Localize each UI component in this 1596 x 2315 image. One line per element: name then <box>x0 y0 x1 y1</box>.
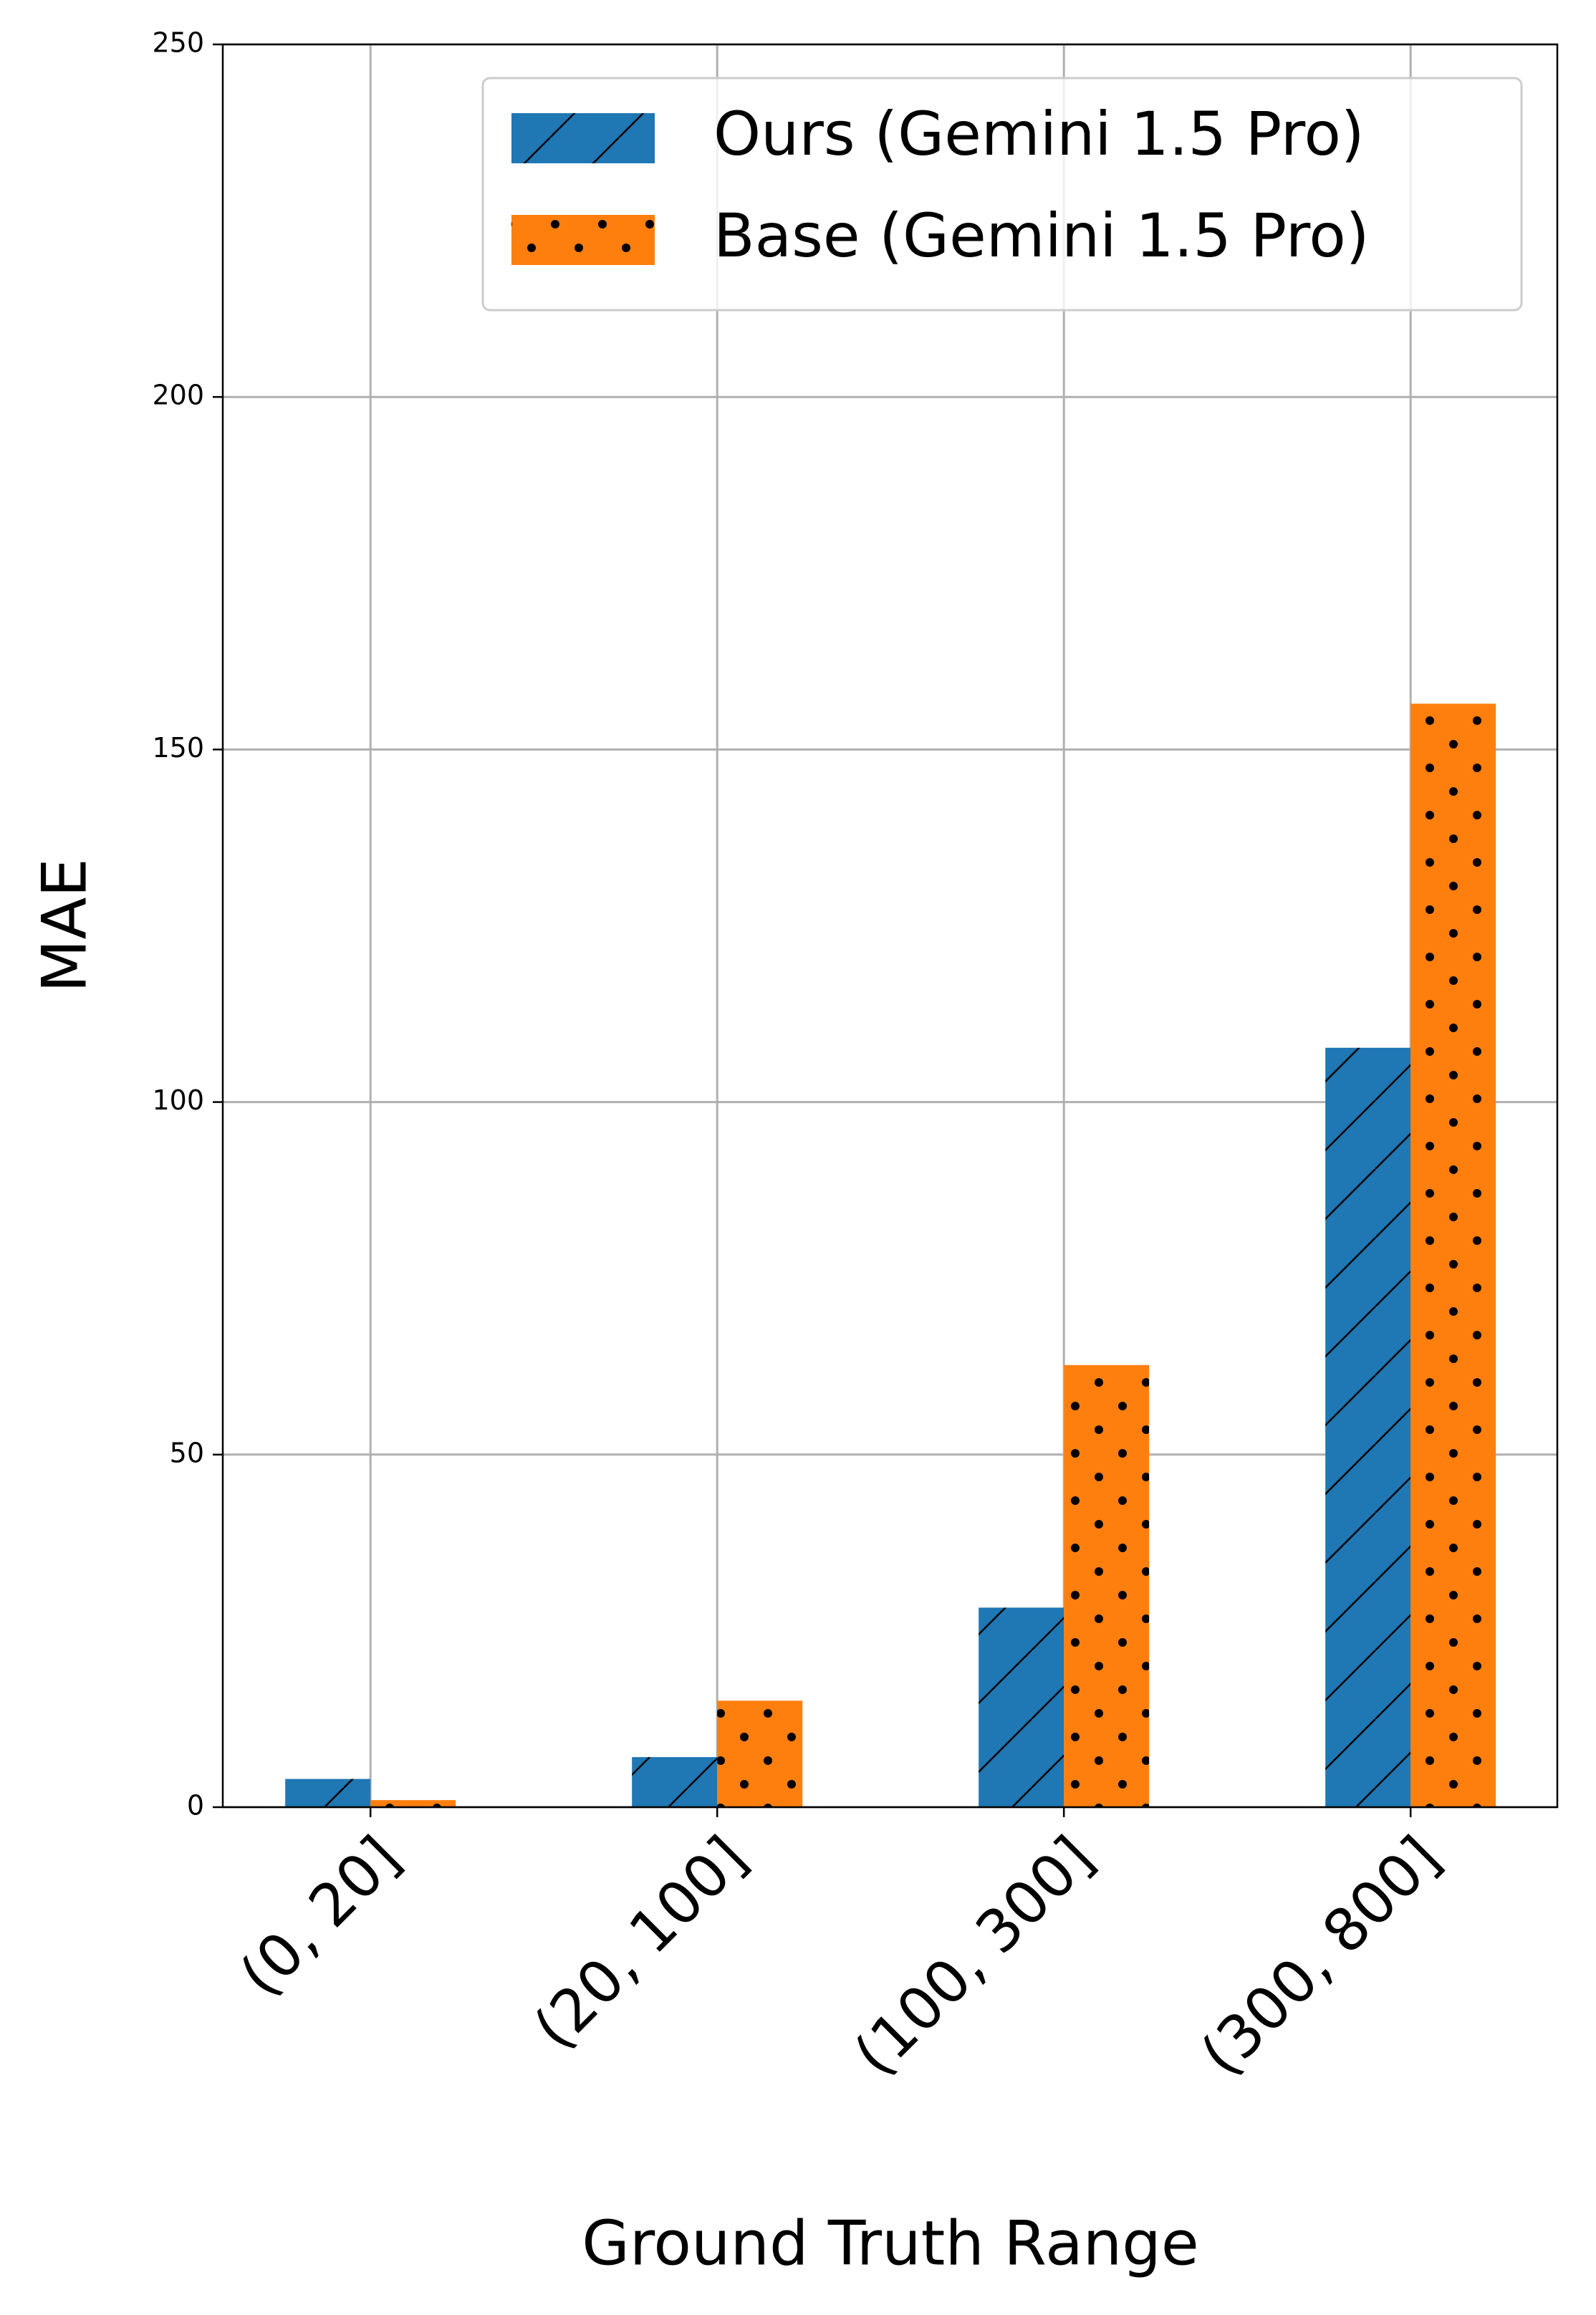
y-tick-label: 150 <box>152 732 204 764</box>
y-tick-label: 250 <box>152 27 204 59</box>
bar <box>717 1700 803 1807</box>
bar <box>979 1607 1064 1807</box>
bar <box>632 1757 718 1807</box>
y-tick-label: 50 <box>170 1437 204 1468</box>
legend: Ours (Gemini 1.5 Pro) Base (Gemini 1.5 Pr… <box>481 77 1523 312</box>
y-tick-label: 200 <box>152 380 204 411</box>
x-tick-label: (300, 800] <box>1188 1824 1454 2089</box>
legend-swatch <box>511 113 655 163</box>
x-tick-label: (100, 300] <box>842 1824 1107 2089</box>
legend-swatch <box>511 215 655 265</box>
bar <box>1410 703 1496 1807</box>
plot-frame <box>221 43 1559 1809</box>
legend-box <box>481 77 1523 312</box>
legend-label: Ours (Gemini 1.5 Pro) <box>713 99 1365 169</box>
bar <box>1325 1047 1411 1807</box>
y-axis-label: MAE <box>29 858 100 992</box>
x-axis-label: Ground Truth Range <box>582 2208 1199 2279</box>
x-tick-label: (0, 20] <box>227 1824 413 2010</box>
y-tick-label: 0 <box>187 1790 204 1821</box>
bar <box>1064 1365 1150 1807</box>
bar <box>285 1779 371 1807</box>
y-tick-label: 100 <box>152 1084 204 1116</box>
bar <box>370 1800 456 1807</box>
legend-label: Base (Gemini 1.5 Pro) <box>713 201 1370 271</box>
x-tick-label: (20, 100] <box>521 1824 760 2063</box>
